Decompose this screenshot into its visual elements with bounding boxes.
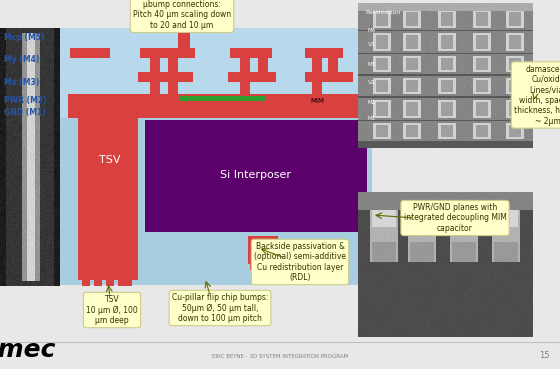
Bar	[240, 58, 250, 72]
Text: TSV
10 μm Ø, 100
μm deep: TSV 10 μm Ø, 100 μm deep	[86, 295, 138, 325]
Bar	[145, 120, 367, 232]
Bar	[94, 280, 102, 286]
Bar	[136, 106, 361, 118]
Text: M3: M3	[368, 62, 376, 68]
Bar	[60, 94, 372, 106]
Bar	[70, 48, 110, 58]
Bar	[175, 8, 193, 18]
Text: V2: V2	[368, 79, 375, 85]
Bar	[60, 28, 372, 285]
Text: PWR/GND planes with
integrated decoupling MIM
capacitor: PWR/GND planes with integrated decouplin…	[404, 203, 506, 233]
Text: TSV: TSV	[99, 155, 121, 165]
Text: Si Interposer: Si Interposer	[220, 170, 291, 180]
Bar	[248, 236, 278, 264]
Text: Backside passivation &
(optional) semi-additive
Cu redistribution layer
(RDL): Backside passivation & (optional) semi-a…	[254, 242, 346, 282]
Bar	[78, 236, 138, 280]
Text: 15: 15	[539, 352, 549, 361]
Bar	[250, 264, 258, 270]
Bar	[78, 94, 136, 106]
Bar	[60, 106, 372, 118]
Bar	[118, 280, 126, 286]
Bar	[150, 58, 160, 72]
Bar	[305, 48, 343, 58]
Text: M4: M4	[368, 28, 376, 32]
Bar	[312, 58, 322, 72]
Bar	[258, 58, 268, 72]
Bar	[150, 82, 160, 94]
Text: M1: M1	[368, 115, 376, 121]
Bar	[78, 106, 136, 118]
Text: ERIC BEYNE - 3D SYSTEM INTEGRATION PROGRAM: ERIC BEYNE - 3D SYSTEM INTEGRATION PROGR…	[212, 354, 348, 359]
Text: MIM: MIM	[310, 98, 324, 104]
Bar	[136, 94, 361, 106]
Text: Mcp (M5): Mcp (M5)	[4, 34, 44, 42]
Bar	[82, 280, 90, 286]
Text: imec: imec	[0, 338, 55, 362]
Bar	[230, 48, 272, 58]
Bar	[140, 48, 195, 58]
Bar	[138, 72, 193, 82]
Bar	[178, 28, 190, 48]
Text: damascene
Cu/oxide
Lines/vias
width, spacing,
thickness, height:
~ 2μm: damascene Cu/oxide Lines/vias width, spa…	[514, 65, 560, 125]
Text: Cu-pillar flip chip bumps:
50μm Ø, 50 μm tall,
down to 100 μm pitch: Cu-pillar flip chip bumps: 50μm Ø, 50 μm…	[172, 293, 268, 323]
Bar	[78, 118, 138, 236]
Text: Passivation: Passivation	[365, 10, 400, 15]
Bar	[168, 82, 178, 94]
Bar	[60, 118, 372, 236]
Text: My (M4): My (M4)	[4, 55, 39, 65]
Bar	[168, 58, 178, 72]
Text: GND (M1): GND (M1)	[4, 107, 46, 117]
Bar	[328, 58, 338, 72]
Text: V3: V3	[368, 42, 375, 48]
Bar	[60, 72, 372, 94]
Text: μbump connections:
Pitch 40 μm scaling down
to 20 and 10 μm: μbump connections: Pitch 40 μm scaling d…	[133, 0, 231, 30]
Bar	[312, 82, 322, 94]
Bar	[305, 72, 353, 82]
Bar	[106, 280, 114, 286]
Text: PWR (M2): PWR (M2)	[4, 96, 46, 104]
Bar	[228, 72, 276, 82]
Text: Mx (M3): Mx (M3)	[4, 79, 39, 87]
Bar	[60, 48, 372, 72]
Bar	[180, 96, 265, 101]
Bar	[262, 264, 270, 270]
Bar	[68, 94, 78, 118]
Bar	[240, 82, 250, 94]
Bar	[124, 280, 132, 286]
Text: M2: M2	[368, 100, 376, 104]
Bar	[60, 28, 372, 48]
Bar	[170, 14, 198, 32]
